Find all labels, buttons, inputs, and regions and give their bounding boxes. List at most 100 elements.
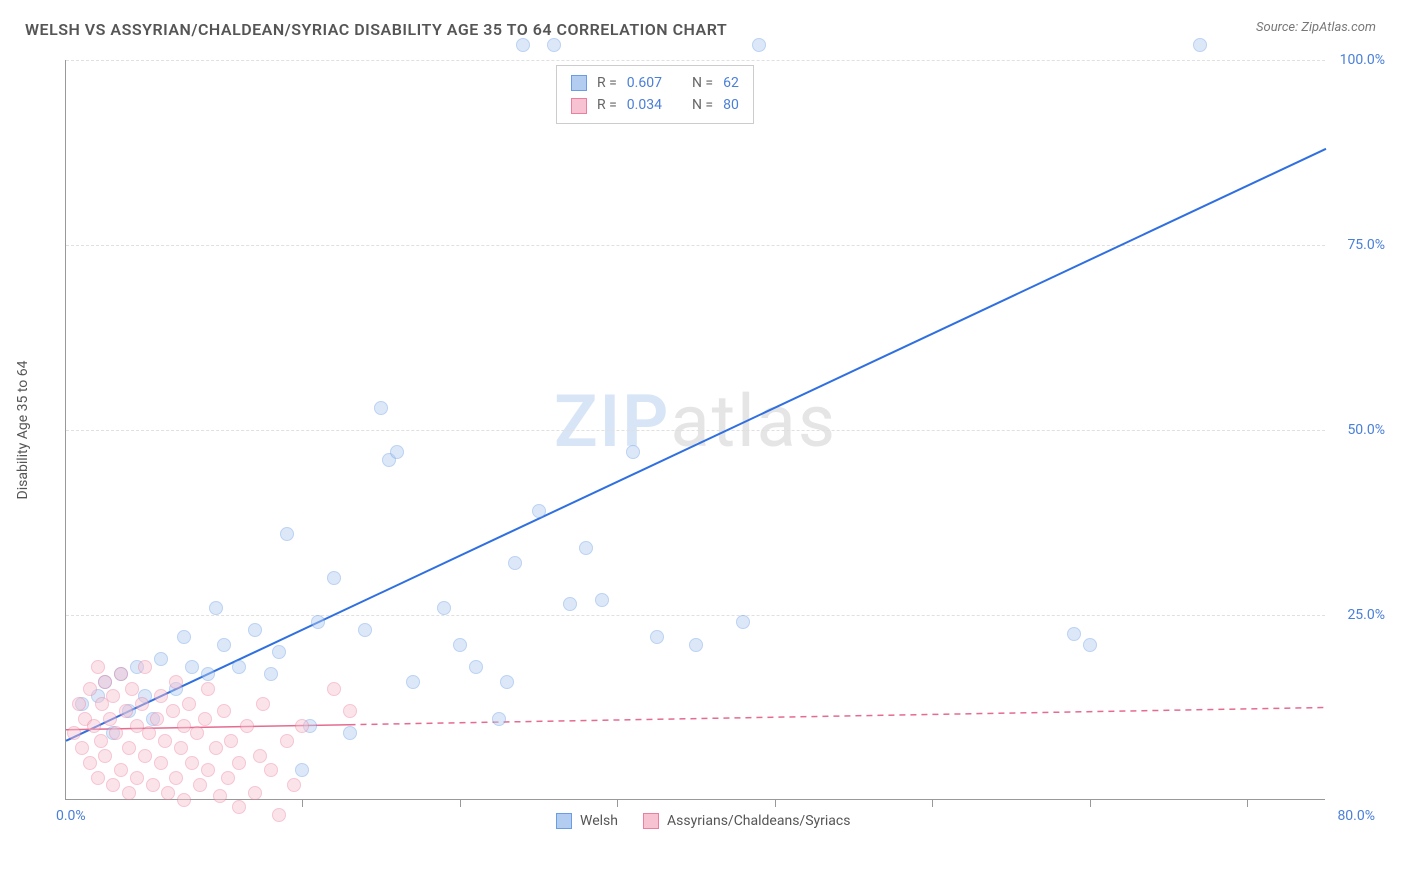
y-tick-label: 25.0%	[1347, 607, 1385, 623]
data-point-assyrian	[256, 697, 270, 711]
x-axis-max-label: 80.0%	[1337, 808, 1375, 824]
data-point-welsh	[650, 630, 664, 644]
data-point-assyrian	[150, 712, 164, 726]
data-point-assyrian	[287, 778, 301, 792]
data-point-assyrian	[213, 789, 227, 803]
plot-area: ZIPatlas R =0.607N =62R =0.034N =80 0.0%…	[65, 60, 1325, 800]
data-point-assyrian	[114, 763, 128, 777]
data-point-welsh	[508, 556, 522, 570]
x-tick	[617, 799, 618, 807]
legend-swatch	[556, 813, 572, 829]
data-point-welsh	[736, 615, 750, 629]
data-point-assyrian	[106, 778, 120, 792]
data-point-assyrian	[190, 726, 204, 740]
legend-label: Welsh	[580, 813, 618, 829]
data-point-assyrian	[169, 771, 183, 785]
data-point-assyrian	[83, 682, 97, 696]
legend-label: Assyrians/Chaldeans/Syriacs	[667, 813, 850, 829]
data-point-assyrian	[232, 756, 246, 770]
data-point-assyrian	[327, 682, 341, 696]
data-point-welsh	[563, 597, 577, 611]
data-point-assyrian	[193, 778, 207, 792]
data-point-assyrian	[138, 749, 152, 763]
x-tick	[460, 799, 461, 807]
data-point-assyrian	[146, 778, 160, 792]
data-point-assyrian	[91, 771, 105, 785]
data-point-welsh	[154, 652, 168, 666]
data-point-assyrian	[72, 697, 86, 711]
data-point-assyrian	[83, 756, 97, 770]
data-point-assyrian	[280, 734, 294, 748]
y-tick-label: 75.0%	[1347, 237, 1385, 253]
y-axis-label: Disability Age 35 to 64	[15, 361, 31, 500]
data-point-assyrian	[87, 719, 101, 733]
x-axis-origin-label: 0.0%	[56, 808, 86, 824]
data-point-assyrian	[94, 734, 108, 748]
data-point-welsh	[595, 593, 609, 607]
data-point-welsh	[406, 675, 420, 689]
data-point-welsh	[343, 726, 357, 740]
data-point-assyrian	[343, 704, 357, 718]
data-point-assyrian	[224, 734, 238, 748]
data-point-welsh	[327, 571, 341, 585]
x-tick	[1090, 799, 1091, 807]
data-point-assyrian	[98, 749, 112, 763]
x-tick	[1247, 799, 1248, 807]
data-point-welsh	[390, 445, 404, 459]
data-point-welsh	[209, 601, 223, 615]
data-point-welsh	[358, 623, 372, 637]
data-point-assyrian	[174, 741, 188, 755]
data-point-assyrian	[122, 786, 136, 800]
source-attribution: Source: ZipAtlas.com	[1256, 20, 1376, 35]
y-tick-label: 100.0%	[1340, 52, 1385, 68]
data-point-welsh	[1193, 38, 1207, 52]
data-point-assyrian	[169, 675, 183, 689]
data-point-assyrian	[130, 771, 144, 785]
data-point-welsh	[280, 527, 294, 541]
chart-title: WELSH VS ASSYRIAN/CHALDEAN/SYRIAC DISABI…	[25, 20, 727, 39]
data-point-welsh	[469, 660, 483, 674]
data-point-welsh	[516, 38, 530, 52]
data-point-welsh	[492, 712, 506, 726]
data-point-welsh	[689, 638, 703, 652]
data-point-assyrian	[177, 793, 191, 807]
data-point-assyrian	[209, 741, 223, 755]
data-point-assyrian	[201, 682, 215, 696]
data-point-welsh	[177, 630, 191, 644]
data-point-assyrian	[122, 741, 136, 755]
data-point-assyrian	[142, 726, 156, 740]
data-point-assyrian	[103, 712, 117, 726]
data-point-welsh	[437, 601, 451, 615]
data-point-assyrian	[109, 726, 123, 740]
data-point-assyrian	[158, 734, 172, 748]
data-point-welsh	[500, 675, 514, 689]
data-point-assyrian	[264, 763, 278, 777]
data-point-welsh	[453, 638, 467, 652]
data-point-assyrian	[240, 719, 254, 733]
data-point-assyrian	[248, 786, 262, 800]
data-point-assyrian	[185, 756, 199, 770]
data-point-welsh	[1067, 627, 1081, 641]
chart-container: ZIPatlas R =0.607N =62R =0.034N =80 0.0%…	[55, 60, 1375, 840]
data-point-assyrian	[114, 667, 128, 681]
data-point-assyrian	[91, 660, 105, 674]
data-point-assyrian	[198, 712, 212, 726]
data-point-assyrian	[125, 682, 139, 696]
data-point-assyrian	[253, 749, 267, 763]
data-point-assyrian	[166, 704, 180, 718]
data-point-welsh	[264, 667, 278, 681]
data-point-assyrian	[106, 689, 120, 703]
data-point-assyrian	[98, 675, 112, 689]
data-point-assyrian	[217, 704, 231, 718]
data-point-welsh	[295, 763, 309, 777]
data-point-assyrian	[272, 808, 286, 822]
legend-item: Assyrians/Chaldeans/Syriacs	[643, 813, 850, 829]
data-point-assyrian	[154, 689, 168, 703]
data-point-assyrian	[67, 726, 81, 740]
x-tick	[302, 799, 303, 807]
data-point-assyrian	[232, 800, 246, 814]
y-tick-label: 50.0%	[1347, 422, 1385, 438]
data-point-assyrian	[295, 719, 309, 733]
data-point-assyrian	[154, 756, 168, 770]
data-point-welsh	[1083, 638, 1097, 652]
